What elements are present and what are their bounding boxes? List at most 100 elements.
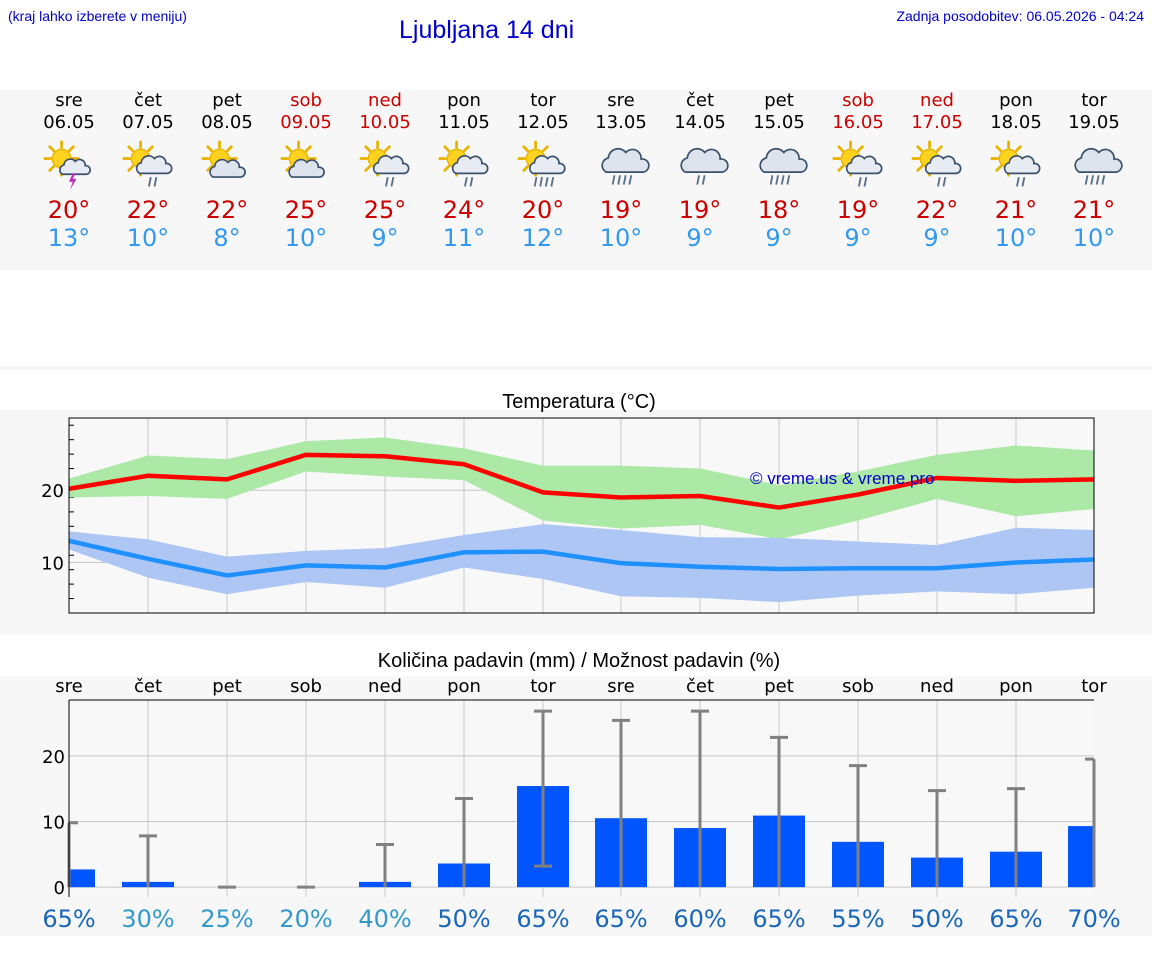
min-temperature: 9° [923, 224, 951, 252]
chart-title: Temperatura (°C) [502, 391, 656, 413]
max-temperature: 24° [442, 196, 486, 224]
day-date: 13.05 [595, 112, 647, 133]
precipitation-chance-label: 20% [279, 905, 332, 933]
page-title: Ljubljana 14 dni [399, 16, 575, 44]
day-name: ned [368, 90, 402, 111]
max-temperature: 21° [994, 196, 1038, 224]
sun-cloud-rain-icon [990, 140, 1041, 187]
precipitation-bar [69, 869, 95, 888]
watermark: © vreme.us & vreme.pro [750, 469, 934, 488]
day-name: sre [607, 90, 635, 111]
min-temperature: 13° [47, 224, 91, 252]
day-date: 17.05 [911, 112, 963, 133]
day-name: sob [842, 90, 874, 111]
precipitation-chance-label: 50% [910, 905, 963, 933]
x-category-label: pon [999, 676, 1033, 697]
precipitation-chance-label: 30% [121, 905, 174, 933]
x-category-label: sre [55, 676, 82, 697]
day-name: sob [290, 90, 322, 111]
min-temperature-line [68, 538, 1095, 578]
day-name: čet [685, 90, 715, 111]
max-temperature: 22° [205, 196, 249, 224]
day-date: 07.05 [122, 112, 174, 133]
min-temperature: 8° [213, 224, 241, 252]
day-name: pon [447, 90, 481, 111]
forecast-day: pon 18.05 21° 10° [976, 90, 1056, 252]
max-temperature: 18° [757, 196, 801, 224]
max-temperature: 22° [915, 196, 959, 224]
forecast-day: pon 11.05 24° 11° [424, 90, 504, 252]
temperature-chart: Temperatura (°C) 10 20 © vreme.us & vreme.p… [41, 391, 1095, 614]
forecast-day: ned 17.05 22° 9° [897, 90, 977, 252]
precipitation-chart: Količina padavin (mm) / Možnost padavin … [42, 650, 1121, 933]
day-date: 08.05 [201, 112, 253, 133]
precipitation-chance-label: 60% [673, 905, 726, 933]
cloud-heavy-rain-icon [601, 147, 650, 185]
sun-cloud-rain-icon [911, 140, 962, 187]
y-tick-label: 10 [41, 553, 64, 574]
cloud-heavy-rain-icon [1074, 147, 1123, 185]
precipitation-chance-label: 65% [989, 905, 1042, 933]
precipitation-chance-label: 65% [42, 905, 95, 933]
day-date: 19.05 [1068, 112, 1120, 133]
day-name: sre [55, 90, 83, 111]
min-temperature: 10° [284, 224, 328, 252]
precipitation-chance-label: 40% [358, 905, 411, 933]
day-date: 15.05 [753, 112, 805, 133]
day-date: 06.05 [43, 112, 95, 133]
day-name: pon [999, 90, 1033, 111]
last-updated: Zadnja posodobitev: 06.05.2026 - 04:24 [896, 8, 1144, 24]
precipitation-chance-label: 25% [200, 905, 253, 933]
x-category-label: ned [368, 676, 402, 697]
x-category-label: sob [842, 676, 874, 697]
day-date: 14.05 [674, 112, 726, 133]
max-temperature: 19° [678, 196, 722, 224]
min-temperature: 10° [1072, 224, 1116, 252]
forecast-day: pet 15.05 18° 9° [739, 90, 819, 252]
x-category-label: tor [530, 676, 556, 697]
forecast-day: sob 16.05 19° 9° [818, 90, 898, 252]
max-temperature: 25° [363, 196, 407, 224]
cloud-heavy-rain-icon [759, 147, 808, 185]
day-date: 18.05 [990, 112, 1042, 133]
forecast-day: tor 12.05 20° 12° [503, 90, 583, 252]
day-date: 10.05 [359, 112, 411, 133]
min-temperature: 12° [521, 224, 565, 252]
min-temperature: 10° [994, 224, 1038, 252]
max-temperature: 19° [599, 196, 643, 224]
x-category-label: čet [686, 676, 714, 697]
min-temperature: 10° [599, 224, 643, 252]
day-name: pet [212, 90, 242, 111]
chart-title: Količina padavin (mm) / Možnost padavin … [378, 650, 780, 672]
max-temperature: 20° [521, 196, 565, 224]
y-tick-label: 20 [41, 481, 64, 502]
max-temperature: 20° [47, 196, 91, 224]
y-tick-label: 20 [42, 747, 65, 768]
precipitation-chance-label: 65% [594, 905, 647, 933]
forecast-day: pet 08.05 22° 8° [187, 90, 267, 252]
day-name: ned [920, 90, 954, 111]
sun-cloud-lightning-icon [43, 140, 92, 191]
forecast-day: čet 07.05 22° 10° [108, 90, 188, 252]
x-category-label: pet [212, 676, 242, 697]
max-temperature: 21° [1072, 196, 1116, 224]
day-name: čet [133, 90, 163, 111]
forecast-day: ned 10.05 25° 9° [345, 90, 425, 252]
day-name: tor [1081, 90, 1107, 111]
day-name: pet [764, 90, 794, 111]
location-hint: (kraj lahko izberete v meniju) [8, 8, 187, 24]
max-temperature-line [68, 452, 1095, 510]
day-date: 16.05 [832, 112, 884, 133]
day-date: 12.05 [517, 112, 569, 133]
day-date: 09.05 [280, 112, 332, 133]
max-temperature: 22° [126, 196, 170, 224]
min-temperature: 11° [442, 224, 486, 252]
sun-cloud-rain-icon [438, 140, 489, 187]
cloud-rain-icon [680, 147, 729, 185]
max-temperature: 25° [284, 196, 328, 224]
day-date: 11.05 [438, 112, 490, 133]
forecast-panel [0, 90, 1152, 270]
forecast-day: sre 13.05 19° 10° [581, 90, 661, 252]
min-temperature: 10° [126, 224, 170, 252]
sun-cloud-heavy-rain-icon [517, 140, 566, 187]
